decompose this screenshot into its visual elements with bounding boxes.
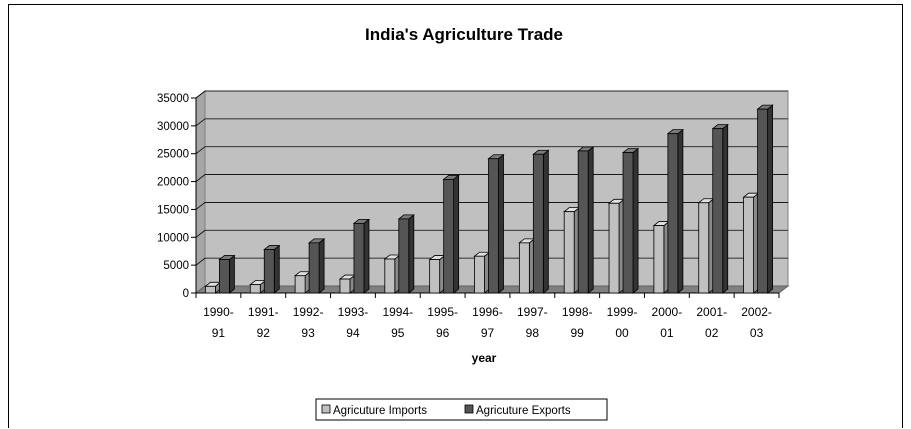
bar-exports-side (722, 123, 729, 294)
x-tick-label: 2000- (652, 305, 683, 319)
bar-exports-side (229, 254, 235, 294)
bar-exports-side (453, 174, 460, 294)
x-tick-label: 92 (257, 326, 271, 340)
x-tick-label: 1996- (472, 305, 503, 319)
y-tick-label: 20000 (157, 177, 189, 189)
x-tick-label: 96 (436, 326, 450, 340)
y-tick-label: 5000 (163, 260, 189, 272)
bar-imports (743, 196, 754, 294)
bar-imports (608, 202, 620, 294)
plot-area: 0 5000 10000 15000 20000 25000 30000 35000 1990-… (157, 89, 790, 340)
bar-exports-side (363, 218, 370, 294)
x-tick-label: 1998- (562, 305, 593, 319)
y-tick-label: 25000 (157, 149, 189, 161)
legend: Agricuture Imports Agricuture Exports (315, 398, 608, 421)
gridline (195, 202, 788, 210)
bar-exports-side (767, 104, 773, 294)
gridline (195, 90, 788, 99)
x-tick-label: 1992- (293, 305, 324, 319)
x-tick-label: 1993- (338, 305, 369, 319)
bar-exports (443, 178, 455, 294)
bar-exports (263, 249, 275, 294)
bar-exports (308, 242, 320, 294)
bar-exports (667, 133, 679, 294)
legend-box (315, 398, 608, 421)
x-tick-label: 1997- (517, 305, 548, 319)
bar-exports-side (632, 147, 639, 294)
x-axis-label: year (472, 351, 497, 365)
legend-label-exports: Agricuture Exports (476, 405, 571, 417)
bar-exports-side (318, 238, 325, 294)
bar-imports (205, 285, 216, 294)
bar-imports (474, 255, 485, 294)
bar-exports (398, 218, 410, 294)
bar-imports (429, 259, 441, 294)
bar-exports (488, 158, 499, 294)
bar-exports-side (498, 153, 504, 294)
bar-exports (532, 153, 544, 294)
x-tick-label: 95 (391, 326, 405, 340)
y-tick-label: 30000 (157, 121, 189, 133)
bar-imports (339, 278, 351, 294)
bar-exports (577, 150, 589, 294)
x-tick-label: 97 (481, 326, 495, 340)
x-tick-label: 00 (615, 326, 629, 340)
x-tick-label: 1990- (203, 305, 234, 319)
chart-title: India's Agriculture Trade (365, 25, 563, 44)
bar-imports (518, 242, 530, 294)
bar-imports (384, 258, 396, 294)
bar-imports (294, 275, 306, 294)
x-tick-label: 1994- (382, 305, 413, 319)
x-tick-label: 94 (346, 326, 360, 340)
bar-imports (698, 202, 710, 294)
x-tick-label: 1999- (607, 305, 638, 319)
bar-exports-side (408, 214, 415, 294)
x-tick-label: 02 (705, 326, 719, 340)
x-tick-label: 1995- (427, 305, 458, 319)
x-tick-label: 01 (660, 326, 674, 340)
y-tick-label: 15000 (157, 204, 189, 216)
bar-exports (353, 222, 365, 294)
gridline (195, 229, 788, 238)
legend-swatch-exports (464, 404, 474, 414)
x-tick-label: 98 (526, 326, 540, 340)
bar-exports-side (273, 244, 280, 294)
x-tick-label: 2002- (741, 305, 772, 319)
bar-imports (653, 225, 665, 294)
y-tick-label: 10000 (157, 232, 189, 244)
gridline (195, 257, 788, 266)
legend-swatch-imports (321, 404, 331, 414)
y-tick-label: 35000 (157, 93, 189, 105)
bar-exports-side (677, 128, 684, 294)
bar-exports (219, 259, 230, 294)
legend-label-imports: Agricuture Imports (333, 405, 427, 417)
x-tick-label: 93 (301, 326, 315, 340)
y-tick-label: 0 (183, 288, 189, 300)
side-wall (195, 89, 206, 295)
bar-exports (712, 128, 724, 294)
gridline (195, 118, 788, 127)
x-tick-label: 99 (571, 326, 585, 340)
bar-exports-side (587, 146, 594, 294)
bar-imports (249, 284, 261, 294)
x-tick-label: 91 (212, 326, 226, 340)
gridline (195, 174, 788, 182)
bar-exports (757, 108, 768, 294)
bar-exports (622, 152, 634, 294)
bar-imports (563, 211, 575, 294)
bar-exports-side (542, 149, 549, 294)
x-tick-label: 03 (750, 326, 764, 340)
x-tick-label: 2001- (696, 305, 727, 319)
x-tick-label: 1991- (248, 305, 279, 319)
